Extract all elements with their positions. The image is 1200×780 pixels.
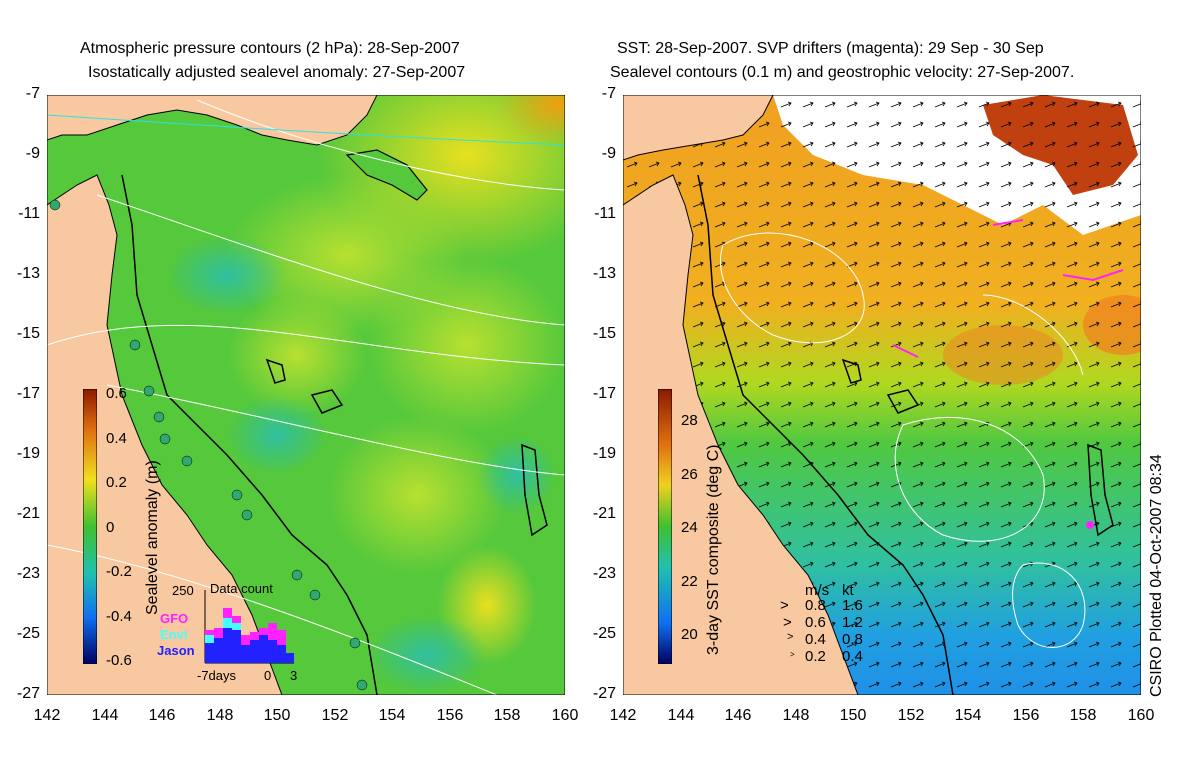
histogram-legend-gfo: GFO: [160, 611, 189, 626]
y-tick-label: -21: [16, 505, 40, 522]
sst-colorbar: [658, 389, 672, 664]
histogram-title: Data count: [210, 581, 273, 596]
x-tick-label: 148: [782, 707, 810, 724]
histogram-x-mid: 0: [264, 668, 272, 683]
histogram-ymax: 250: [172, 583, 194, 598]
y-tick-label: -17: [592, 385, 616, 402]
velocity-legend-arrow: >: [787, 631, 794, 643]
y-tick-label: -25: [592, 625, 616, 642]
sealevel-cbar-tick: -0.2: [106, 563, 132, 580]
sst-cbar-tick: 26: [681, 466, 698, 483]
y-tick-label: -7: [601, 85, 616, 102]
y-tick-label: -15: [16, 325, 40, 342]
y-tick-label: -9: [601, 145, 616, 162]
x-tick-label: 158: [1069, 707, 1097, 724]
x-tick-label: 142: [33, 707, 61, 724]
sst-cbar-tick: 28: [681, 412, 698, 429]
y-tick-label: -25: [16, 625, 40, 642]
x-tick-label: 146: [148, 707, 176, 724]
x-tick-label: 158: [493, 707, 521, 724]
sst-cbar-tick: 22: [681, 573, 698, 590]
velocity-legend-arrow: >: [780, 597, 789, 614]
x-tick-label: 156: [1012, 707, 1040, 724]
credit-text: CSIRO Plotted 04-Oct-2007 08:34: [1148, 454, 1165, 697]
sealevel-cbar-tick: 0.2: [106, 474, 127, 491]
velocity-legend-kt: 1.2: [842, 614, 863, 631]
histogram-legend-jason: Jason: [157, 643, 195, 658]
velocity-legend-ms-header: m/s: [805, 582, 830, 599]
sealevel-cbar-tick: 0: [106, 519, 115, 536]
y-tick-label: -11: [18, 205, 40, 222]
y-tick-label: -13: [592, 265, 616, 282]
sealevel-cbar-label: Sealevel anomaly (m): [144, 460, 161, 615]
sst-cbar-tick: 24: [681, 519, 698, 536]
sealevel-anomaly-map: [47, 95, 565, 695]
y-tick-label: -15: [592, 325, 616, 342]
y-tick-label: -19: [592, 445, 616, 462]
y-tick-label: -21: [592, 505, 616, 522]
x-tick-label: 152: [897, 707, 925, 724]
left-title-line1: Atmospheric pressure contours (2 hPa): 2…: [80, 40, 460, 57]
histogram-x-left: -7days: [197, 668, 237, 683]
x-tick-label: 160: [551, 707, 579, 724]
x-tick-label: 160: [1127, 707, 1155, 724]
sealevel-cbar-tick: -0.4: [106, 608, 132, 625]
left-title-line2: Isostatically adjusted sealevel anomaly:…: [88, 64, 466, 81]
sst-map: [623, 95, 1141, 695]
x-tick-label: 148: [206, 707, 234, 724]
y-tick-label: -27: [16, 685, 40, 702]
right-title-line2: Sealevel contours (0.1 m) and geostrophi…: [610, 64, 1075, 81]
right-title-line1: SST: 28-Sep-2007. SVP drifters (magenta)…: [617, 40, 1044, 57]
sealevel-cbar-tick: 0.4: [106, 430, 127, 447]
velocity-legend-ms: 0.4: [805, 631, 826, 648]
x-tick-label: 150: [263, 707, 291, 724]
x-tick-label: 144: [667, 707, 695, 724]
y-tick-label: -19: [16, 445, 40, 462]
velocity-legend-ms: 0.6: [805, 614, 826, 631]
velocity-legend-arrow: >: [790, 650, 795, 659]
y-tick-label: -17: [16, 385, 40, 402]
y-tick-label: -23: [16, 565, 40, 582]
x-tick-label: 142: [609, 707, 637, 724]
sst-cbar-label: 3-day SST composite (deg C): [705, 444, 722, 655]
sealevel-colorbar: [83, 389, 97, 664]
y-tick-label: -13: [16, 265, 40, 282]
x-tick-label: 144: [91, 707, 119, 724]
x-tick-label: 146: [724, 707, 752, 724]
velocity-legend-kt-header: kt: [842, 582, 854, 599]
y-tick-label: -9: [25, 145, 40, 162]
velocity-legend-kt: 0.4: [842, 648, 863, 665]
y-tick-label: -11: [594, 205, 616, 222]
data-count-histogram: [204, 590, 294, 664]
sealevel-cbar-tick: 0.6: [106, 385, 127, 402]
x-tick-label: 154: [954, 707, 982, 724]
y-tick-label: -27: [592, 685, 616, 702]
velocity-legend-ms: 0.8: [805, 597, 826, 614]
velocity-legend-kt: 0.8: [842, 631, 863, 648]
x-tick-label: 156: [436, 707, 464, 724]
y-tick-label: -23: [592, 565, 616, 582]
x-tick-label: 152: [321, 707, 349, 724]
velocity-legend-arrow: >: [783, 614, 792, 631]
sst-cbar-tick: 20: [681, 626, 698, 643]
histogram-x-right: 3: [290, 668, 298, 683]
x-tick-label: 154: [378, 707, 406, 724]
velocity-legend-ms: 0.2: [805, 648, 826, 665]
sealevel-cbar-tick: -0.6: [106, 652, 132, 669]
x-tick-label: 150: [839, 707, 867, 724]
velocity-legend-kt: 1.6: [842, 597, 863, 614]
histogram-legend-envi: Envi: [160, 627, 188, 642]
y-tick-label: -7: [25, 85, 40, 102]
